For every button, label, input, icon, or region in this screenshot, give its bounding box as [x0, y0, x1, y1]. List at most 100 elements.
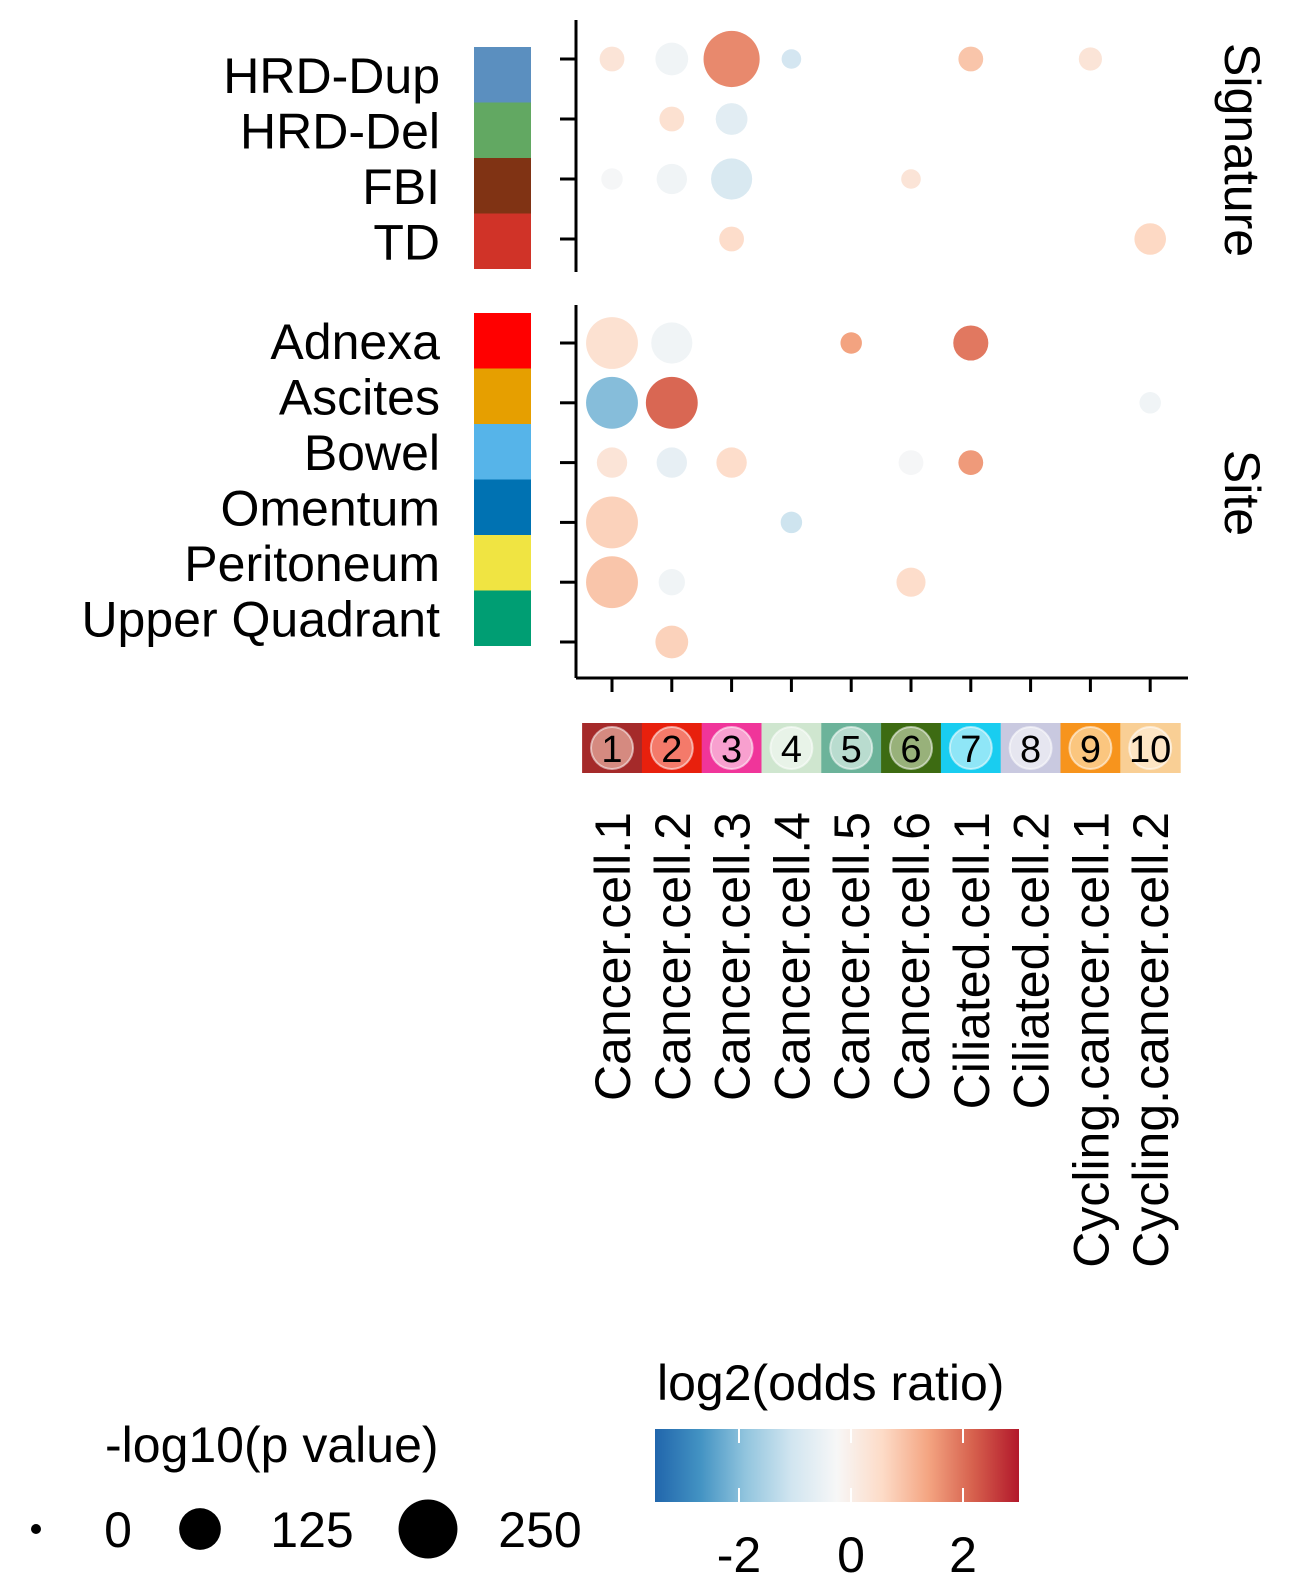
- point-site-bowel-cancer-cell-1: [596, 447, 628, 478]
- point-signature-hrd-dup-cancer-cell-4: [781, 49, 802, 69]
- cluster-badge-dot-5: [829, 726, 874, 770]
- cluster-badge-dot-1: [590, 726, 634, 770]
- x-label-cycling-cancer-cell-2: Cycling.cancer.cell.2: [1123, 812, 1179, 1268]
- x-label-cancer-cell-1: Cancer.cell.1: [585, 812, 641, 1101]
- point-signature-td-cycling-cancer-cell-2: [1134, 223, 1167, 255]
- plot-points: [586, 30, 1167, 659]
- color-legend-tick-label: 0: [837, 1527, 865, 1575]
- cluster-badges: 1 2 3 4 5 6 7 8 9 10: [582, 723, 1181, 773]
- row-label-fbi: FBI: [362, 159, 440, 215]
- x-label-cancer-cell-4: Cancer.cell.4: [764, 812, 820, 1101]
- size-legend-key-125: [179, 1508, 221, 1550]
- row-label-adnexa: Adnexa: [270, 314, 440, 370]
- row-label-hrd-dup: HRD-Dup: [223, 48, 440, 104]
- point-site-adnexa-ciliated-cell-1: [953, 325, 989, 361]
- point-signature-hrd-dup-cancer-cell-1: [599, 46, 625, 72]
- x-label-ciliated-cell-2: Ciliated.cell.2: [1004, 812, 1060, 1109]
- cluster-badge-dot-9: [1068, 726, 1113, 770]
- row-tile-peritoneum: [474, 535, 531, 591]
- color-legend-tick-label: 2: [949, 1527, 977, 1575]
- cluster-badge-dot-8: [1008, 726, 1053, 770]
- row-tile-ascites: [474, 368, 531, 424]
- point-site-bowel-ciliated-cell-1: [958, 450, 984, 475]
- size-legend-label-125: 125: [270, 1502, 353, 1558]
- point-signature-hrd-dup-cycling-cancer-cell-1: [1078, 47, 1102, 71]
- point-signature-hrd-dup-ciliated-cell-1: [958, 46, 984, 72]
- size-legend-title: -log10(p value): [105, 1417, 439, 1473]
- row-label-bowel: Bowel: [304, 425, 440, 481]
- row-tile-hrd-del: [474, 102, 531, 158]
- cluster-badge-dot-6: [889, 726, 933, 770]
- point-signature-hrd-del-cancer-cell-3: [715, 103, 748, 135]
- point-signature-hrd-del-cancer-cell-2: [659, 106, 685, 132]
- row-tile-fbi: [474, 158, 531, 214]
- x-label-ciliated-cell-1: Ciliated.cell.1: [944, 812, 1000, 1109]
- point-signature-fbi-cancer-cell-6: [901, 169, 921, 189]
- size-legend-label-0: 0: [104, 1502, 132, 1558]
- point-site-ascites-cancer-cell-2: [645, 376, 698, 429]
- row-tile-bowel: [474, 424, 531, 480]
- row-tile-adnexa: [474, 313, 531, 369]
- color-legend-bar: [655, 1429, 1019, 1502]
- row-tile-hrd-dup: [474, 47, 531, 103]
- row-tile-omentum: [474, 479, 531, 535]
- row-label-peritoneum: Peritoneum: [184, 536, 440, 592]
- point-site-bowel-cancer-cell-2: [656, 447, 687, 478]
- cluster-badge-label-10: 10: [1129, 729, 1171, 771]
- color-legend-title: log2(odds ratio): [657, 1355, 1004, 1411]
- color-legend-tick-label: -2: [717, 1527, 761, 1575]
- size-legend-key-250: [398, 1499, 458, 1559]
- cluster-badge-label-3: 3: [721, 729, 742, 771]
- cluster-badge-label-5: 5: [841, 729, 862, 771]
- x-label-cycling-cancer-cell-1: Cycling.cancer.cell.1: [1063, 812, 1119, 1268]
- cluster-badge-label-1: 1: [601, 729, 622, 771]
- x-label-cancer-cell-5: Cancer.cell.5: [824, 812, 880, 1101]
- point-site-bowel-cancer-cell-3: [716, 447, 747, 478]
- point-signature-hrd-dup-cancer-cell-3: [703, 30, 760, 88]
- point-signature-fbi-cancer-cell-2: [656, 163, 687, 195]
- row-label-omentum: Omentum: [220, 481, 440, 537]
- plot-axes: [560, 20, 1188, 692]
- size-legend-label-250: 250: [498, 1502, 581, 1558]
- point-signature-fbi-cancer-cell-1: [601, 168, 623, 190]
- cluster-badge-dot-3: [709, 726, 754, 770]
- facet-label-site: Site: [1214, 450, 1270, 536]
- point-signature-td-cancer-cell-3: [719, 226, 744, 252]
- size-legend: -log10(p value) 0 125 250: [31, 1417, 582, 1559]
- cluster-badge-label-8: 8: [1020, 729, 1041, 771]
- point-signature-fbi-cancer-cell-3: [711, 158, 753, 200]
- facet-label-signature: Signature: [1214, 43, 1270, 257]
- point-site-upper-quadrant-cancer-cell-2: [655, 625, 689, 659]
- point-site-adnexa-cancer-cell-5: [840, 332, 862, 354]
- point-signature-hrd-dup-cancer-cell-2: [655, 42, 689, 76]
- cluster-badge-label-4: 4: [781, 729, 802, 771]
- cluster-badge-label-2: 2: [661, 729, 682, 771]
- point-site-adnexa-cancer-cell-2: [651, 322, 693, 364]
- color-legend: log2(odds ratio) -2 0 2: [655, 1355, 1019, 1575]
- point-site-peritoneum-cancer-cell-1: [586, 556, 638, 609]
- x-label-cancer-cell-3: Cancer.cell.3: [705, 812, 761, 1101]
- row-label-hrd-del: HRD-Del: [240, 104, 440, 160]
- row-label-td: TD: [373, 215, 440, 271]
- point-site-bowel-cancer-cell-6: [898, 450, 924, 475]
- cluster-badge-label-6: 6: [900, 729, 921, 771]
- point-site-omentum-cancer-cell-1: [586, 496, 638, 549]
- row-label-upper-quadrant: Upper Quadrant: [81, 592, 440, 648]
- point-site-omentum-cancer-cell-4: [780, 511, 803, 534]
- x-axis-labels: Cancer.cell.1 Cancer.cell.2 Cancer.cell.3 C…: [585, 812, 1179, 1268]
- cluster-badge-label-7: 7: [960, 729, 981, 771]
- point-site-ascites-cancer-cell-1: [586, 376, 638, 429]
- x-label-cancer-cell-6: Cancer.cell.6: [884, 812, 940, 1101]
- cluster-badge-dot-2: [649, 726, 694, 770]
- cluster-badge-dot-7: [948, 726, 993, 770]
- row-tile-upper-quadrant: [474, 590, 531, 646]
- row-tile-td: [474, 213, 531, 269]
- cluster-badge-dot-10: [1128, 726, 1173, 770]
- facet-strips: Signature Site: [1214, 43, 1270, 536]
- x-label-cancer-cell-2: Cancer.cell.2: [645, 812, 701, 1101]
- point-site-ascites-cycling-cancer-cell-2: [1139, 392, 1161, 414]
- cluster-badge-dot-4: [769, 726, 814, 770]
- point-site-peritoneum-cancer-cell-2: [658, 569, 685, 596]
